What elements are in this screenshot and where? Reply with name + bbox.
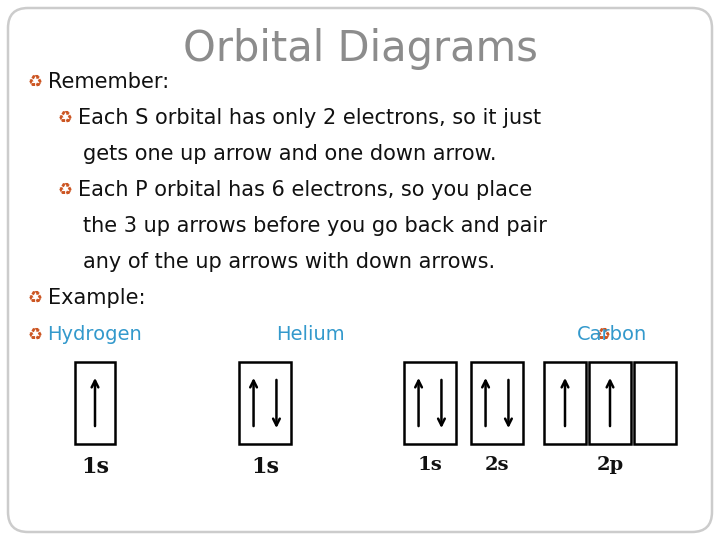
Bar bbox=[404, 362, 456, 444]
Text: 1s: 1s bbox=[418, 456, 442, 474]
Text: Helium: Helium bbox=[276, 325, 344, 344]
Text: gets one up arrow and one down arrow.: gets one up arrow and one down arrow. bbox=[83, 144, 497, 164]
Text: 1s: 1s bbox=[81, 456, 109, 478]
Text: ♻: ♻ bbox=[58, 180, 73, 198]
Text: ♻: ♻ bbox=[58, 108, 73, 126]
Bar bbox=[75, 362, 115, 444]
Text: ♻: ♻ bbox=[28, 325, 43, 343]
FancyBboxPatch shape bbox=[8, 8, 712, 532]
Text: Example:: Example: bbox=[48, 288, 145, 308]
Text: 2s: 2s bbox=[485, 456, 509, 474]
Text: any of the up arrows with down arrows.: any of the up arrows with down arrows. bbox=[83, 252, 495, 272]
Text: Each P orbital has 6 electrons, so you place: Each P orbital has 6 electrons, so you p… bbox=[78, 180, 532, 200]
Bar bbox=[471, 362, 523, 444]
Text: Hydrogen: Hydrogen bbox=[47, 325, 142, 344]
Text: ♻: ♻ bbox=[28, 288, 43, 306]
Text: Remember:: Remember: bbox=[48, 72, 169, 92]
Text: the 3 up arrows before you go back and pair: the 3 up arrows before you go back and p… bbox=[83, 216, 547, 236]
Bar bbox=[589, 362, 631, 444]
Bar bbox=[544, 362, 586, 444]
Text: 2p: 2p bbox=[596, 456, 624, 474]
Text: ♻: ♻ bbox=[596, 325, 611, 343]
Text: ♻: ♻ bbox=[28, 72, 43, 90]
Bar bbox=[634, 362, 676, 444]
Text: Carbon: Carbon bbox=[577, 325, 647, 344]
Text: 1s: 1s bbox=[251, 456, 279, 478]
Bar bbox=[239, 362, 291, 444]
Text: Orbital Diagrams: Orbital Diagrams bbox=[183, 28, 537, 70]
Text: Each S orbital has only 2 electrons, so it just: Each S orbital has only 2 electrons, so … bbox=[78, 108, 541, 128]
